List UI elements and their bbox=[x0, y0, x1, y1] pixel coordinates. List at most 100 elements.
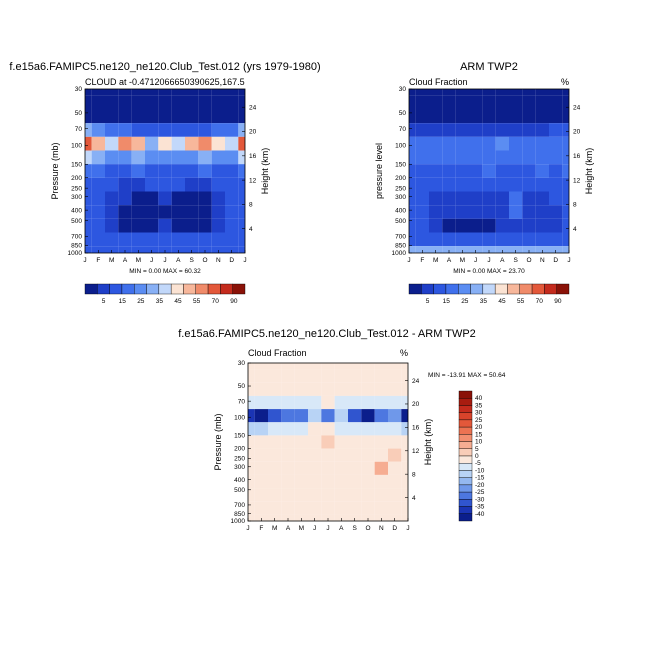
heat-cell bbox=[158, 246, 172, 253]
heat-cell bbox=[361, 395, 375, 410]
heat-cell bbox=[415, 136, 429, 151]
heat-cell bbox=[374, 382, 388, 396]
heat-cell bbox=[482, 191, 496, 206]
heat-cell bbox=[131, 150, 145, 165]
colorbar-swatch bbox=[531, 283, 545, 295]
heat-cell bbox=[522, 95, 536, 110]
colorbar-swatch bbox=[146, 283, 160, 295]
heat-cell bbox=[254, 474, 268, 489]
y-tick-label: 250 bbox=[234, 456, 245, 463]
heat-cell bbox=[334, 382, 348, 396]
heat-cell bbox=[401, 514, 408, 521]
heat-cell bbox=[185, 246, 199, 253]
heat-cell bbox=[429, 150, 443, 165]
heat-cell bbox=[562, 164, 569, 178]
heat-cell bbox=[158, 205, 172, 219]
heat-cell bbox=[248, 363, 255, 370]
colorbar-swatch bbox=[84, 283, 98, 295]
heat-cell bbox=[225, 191, 239, 206]
heat-cell bbox=[131, 164, 145, 178]
x-tick-label: O bbox=[202, 257, 207, 264]
colorbar-swatch bbox=[232, 283, 246, 295]
x-tick-label: J bbox=[567, 257, 570, 264]
heat-cell bbox=[131, 191, 145, 206]
heat-cell bbox=[118, 95, 132, 110]
x-tick-label: N bbox=[540, 257, 545, 264]
heat-cell bbox=[281, 395, 295, 410]
heat-cell bbox=[145, 232, 159, 247]
heat-cell bbox=[131, 109, 145, 124]
heat-cell bbox=[409, 136, 416, 151]
heat-cell bbox=[171, 205, 185, 219]
heat-cell bbox=[225, 232, 239, 247]
colorbar-label: 20 bbox=[475, 424, 483, 431]
heat-cell bbox=[429, 95, 443, 110]
heat-cell bbox=[429, 164, 443, 178]
heat-cell bbox=[388, 382, 402, 396]
heat-cell bbox=[495, 109, 509, 124]
heat-cell bbox=[145, 246, 159, 253]
heat-cell bbox=[198, 123, 212, 137]
heat-cell bbox=[549, 218, 563, 233]
heat-cell bbox=[442, 232, 456, 247]
colorbar-label: 5 bbox=[475, 446, 479, 453]
colorbar-label: 55 bbox=[193, 298, 201, 305]
y-right-tick-label: 12 bbox=[249, 177, 257, 184]
heat-cell bbox=[268, 501, 282, 515]
colorbar-swatch bbox=[482, 283, 496, 295]
heat-cell bbox=[118, 150, 132, 165]
heat-cell bbox=[158, 136, 172, 151]
heat-cell bbox=[415, 218, 429, 233]
x-tick-label: M bbox=[136, 257, 141, 264]
heat-cell bbox=[198, 89, 212, 96]
heat-cell bbox=[482, 123, 496, 137]
heat-cell bbox=[469, 205, 483, 219]
heat-cell bbox=[211, 218, 225, 233]
heat-cell bbox=[158, 150, 172, 165]
heat-cell bbox=[131, 218, 145, 233]
heat-cell bbox=[495, 89, 509, 96]
y-right-tick-label: 20 bbox=[573, 129, 581, 136]
heat-cell bbox=[348, 448, 362, 462]
y-right-tick-label: 24 bbox=[249, 104, 257, 111]
x-tick-label: F bbox=[420, 257, 424, 264]
heat-cell bbox=[442, 123, 456, 137]
colorbar-label: 35 bbox=[475, 402, 483, 409]
colorbar-swatch bbox=[458, 477, 473, 486]
heat-cell bbox=[562, 218, 569, 233]
heat-cell bbox=[535, 191, 549, 206]
x-tick-label: J bbox=[243, 257, 246, 264]
heat-cell bbox=[321, 382, 335, 396]
colorbar-swatch bbox=[458, 463, 473, 471]
colorbar: 5 15 25 35 45 55 70 90 bbox=[408, 283, 570, 305]
heat-cell bbox=[185, 177, 199, 192]
heat-cell bbox=[321, 395, 335, 410]
y-tick-label: 1000 bbox=[392, 250, 407, 257]
heat-cell bbox=[308, 382, 322, 396]
heat-cell bbox=[85, 123, 92, 137]
colorbar-label: 15 bbox=[119, 298, 127, 305]
heat-cell bbox=[294, 514, 308, 521]
stats-label: MIN = 0.00 MAX = 60.32 bbox=[129, 268, 201, 275]
y-tick-label: 300 bbox=[71, 194, 82, 201]
x-tick-label: N bbox=[379, 525, 384, 532]
heat-cell bbox=[118, 205, 132, 219]
heat-cell bbox=[118, 109, 132, 124]
heat-cell bbox=[334, 395, 348, 410]
heat-cell bbox=[401, 369, 408, 383]
y-tick-label: 150 bbox=[71, 161, 82, 168]
colorbar-label: 25 bbox=[137, 298, 145, 305]
heat-cell bbox=[225, 89, 239, 96]
chart-title: f.e15a6.FAMIPC5.ne120_ne120.Club_Test.01… bbox=[178, 328, 476, 340]
heat-cell bbox=[91, 205, 105, 219]
heat-cell bbox=[281, 369, 295, 383]
y-tick-label: 500 bbox=[395, 218, 406, 225]
heat-cell bbox=[361, 488, 375, 502]
heat-cell bbox=[254, 448, 268, 462]
heat-cell bbox=[429, 136, 443, 151]
colorbar-label: 25 bbox=[475, 417, 483, 424]
heat-cell bbox=[145, 136, 159, 151]
heat-cell bbox=[361, 422, 375, 436]
heat-cell bbox=[198, 218, 212, 233]
colorbar-swatch bbox=[207, 283, 221, 295]
